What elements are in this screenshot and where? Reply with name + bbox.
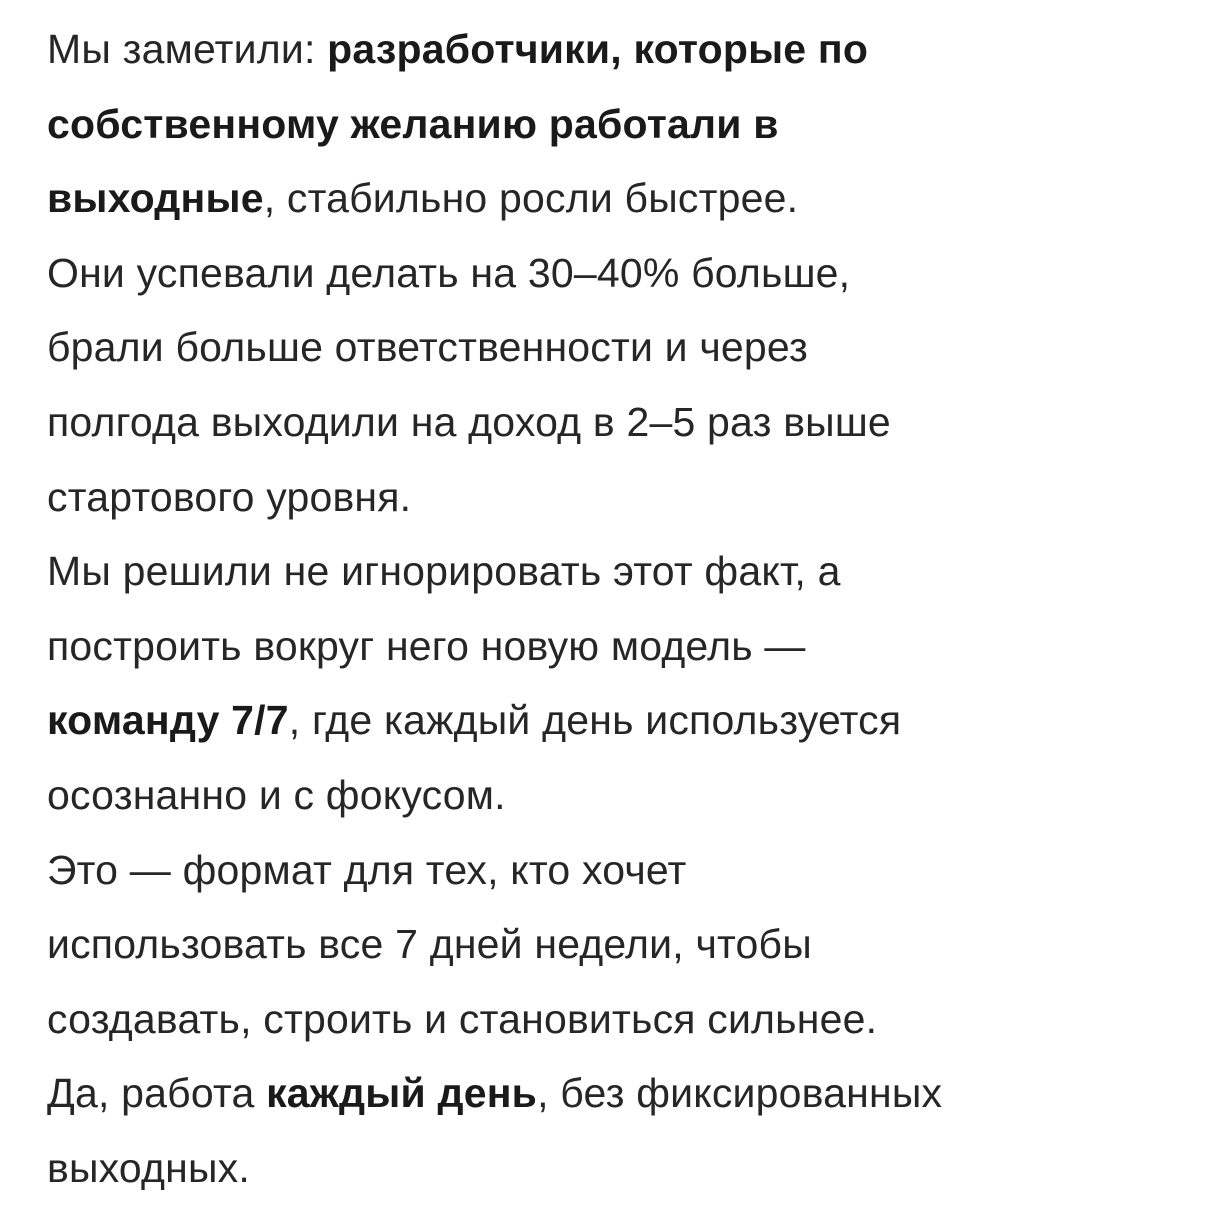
text-segment: стартового уровня. (47, 473, 412, 520)
text-line: собственному желанию работали в (47, 87, 942, 162)
text-line: Мы заметили: разработчики, которые по (47, 12, 942, 87)
text-line: осознанно и с фокусом. (47, 758, 942, 833)
text-line: создавать, строить и становиться сильнее… (47, 982, 942, 1057)
text-segment: , без фиксированных (537, 1070, 943, 1117)
text-segment: , где каждый день используется (288, 697, 902, 744)
text-segment: полгода выходили на доход в 2–5 раз выше (47, 398, 891, 445)
bold-text: собственному желанию работали в (47, 100, 779, 147)
text-segment: создавать, строить и становиться сильнее… (47, 995, 878, 1042)
text-segment: построить вокруг него новую модель — (47, 622, 806, 669)
text-line: полгода выходили на доход в 2–5 раз выше (47, 385, 942, 460)
text-line: команду 7/7, где каждый день используетс… (47, 683, 942, 758)
text-line: выходных. (47, 1131, 942, 1206)
text-segment: Мы решили не игнорировать этот факт, а (47, 548, 841, 595)
text-line: брали больше ответственности и через (47, 310, 942, 385)
text-line: использовать все 7 дней недели, чтобы (47, 907, 942, 982)
text-segment: Мы заметили: (47, 26, 328, 72)
text-segment: Да, работа (47, 1070, 267, 1117)
bold-text: каждый день (266, 1070, 538, 1117)
text-line: Они успевали делать на 30–40% больше, (47, 236, 942, 311)
text-line: Да, работа каждый день, без фиксированны… (47, 1056, 942, 1131)
text-segment: выходных. (47, 1144, 250, 1191)
post-text: Мы заметили: разработчики, которые по соб… (47, 12, 942, 1206)
text-line: выходные, стабильно росли быстрее. (47, 161, 942, 236)
bold-text: команду 7/7 (47, 697, 289, 744)
bold-text: разработчики, которые по (327, 26, 869, 72)
text-segment: Они успевали делать на 30–40% больше, (47, 249, 851, 296)
text-segment: , стабильно росли быстрее. (263, 175, 799, 222)
text-line: построить вокруг него новую модель — (47, 609, 942, 684)
text-line: Это — формат для тех, кто хочет (47, 833, 942, 908)
text-segment: осознанно и с фокусом. (47, 771, 506, 818)
text-segment: Это — формат для тех, кто хочет (47, 846, 687, 893)
text-segment: брали больше ответственности и через (47, 324, 809, 371)
text-line: стартового уровня. (47, 460, 942, 535)
text-line: Мы решили не игнорировать этот факт, а (47, 534, 942, 609)
bold-text: выходные (47, 175, 264, 222)
text-segment: использовать все 7 дней недели, чтобы (47, 921, 812, 968)
